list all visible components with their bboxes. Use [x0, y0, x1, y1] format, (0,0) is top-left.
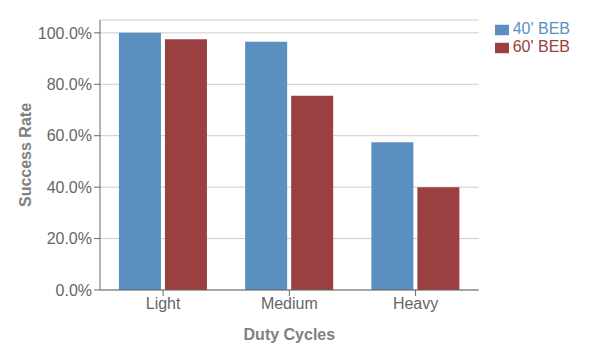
html-text:40' BEB: 40' BEB	[512, 20, 570, 37]
svg-text:Light: Light	[146, 295, 181, 312]
svg-text:Duty Cycles: Duty Cycles	[244, 326, 336, 343]
svg-text:Success Rate: Success Rate	[17, 103, 34, 207]
svg-text:0.0%: 0.0%	[56, 282, 92, 299]
svg-text:80.0%: 80.0%	[47, 76, 92, 93]
html-text:60' BEB: 60' BEB	[512, 38, 570, 55]
svg-text:40.0%: 40.0%	[47, 179, 92, 196]
svg-text:Medium: Medium	[261, 295, 318, 312]
svg-text:20.0%: 20.0%	[47, 230, 92, 247]
svg-text:60.0%: 60.0%	[47, 127, 92, 144]
svg-text:100.0%: 100.0%	[38, 25, 92, 42]
svg-text:Heavy: Heavy	[393, 295, 438, 312]
